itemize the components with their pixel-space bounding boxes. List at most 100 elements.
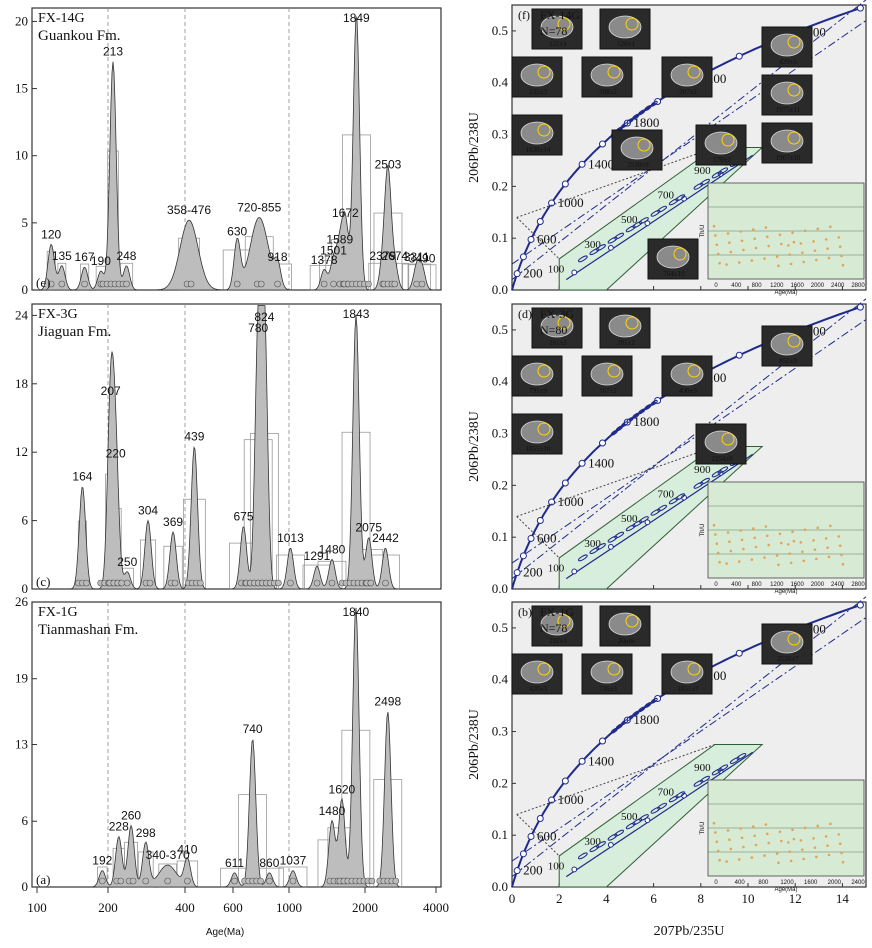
thu-point [729,250,733,254]
thu-point [840,553,843,557]
thu-point [763,257,766,260]
sample-dot [392,877,400,885]
age-marker [527,235,535,243]
thu-x-tick-label: 1200 [770,283,784,289]
peak-label: 340-370 [146,848,190,862]
concordia-age-label: 1800 [633,115,659,130]
thu-point [802,559,806,563]
thu-point [725,263,728,266]
inset-age-label: 700 [658,489,675,501]
thu-x-tick-label: 400 [731,283,742,289]
thu-point [753,834,756,838]
zircon-grain [590,660,624,684]
thu-point [716,252,720,256]
sample-dot [367,579,375,587]
thu-point [813,548,817,551]
data-ellipse [644,105,652,111]
sample-dot [117,877,125,885]
thu-point [837,833,841,836]
age-marker [856,303,864,311]
zircon-grain [620,136,654,160]
y-tick-label: 0.5 [492,23,508,38]
grain-age-label: 1851±7 [677,685,699,693]
spot-circle [787,632,801,646]
age-marker [513,867,521,875]
spot-circle [673,247,687,261]
thu-point [726,232,730,235]
data-ellipse [589,845,600,853]
cl-grain-image: 120±1 [599,8,651,50]
data-ellipse [638,109,646,116]
peak-label: 860 [259,856,279,870]
y-tick-label: 0.1 [492,827,508,842]
y-tick-label: 5 [22,215,29,230]
y-tick-label: 0.4 [492,672,509,687]
peak-label: 260 [121,809,141,823]
concordia-age-label: 600 [537,530,557,545]
data-ellipse [625,225,636,233]
cl-grain-image: 208±2 [581,56,633,98]
peak-label: 611 [225,856,244,870]
thu-point [803,826,807,830]
thu-point [712,224,716,228]
thu-x-tick-label: 2000 [828,880,842,886]
thu-point [742,547,745,551]
grain-age-label: 429±5 [779,58,797,66]
thu-x-tick-label: 2000 [811,582,825,588]
peak-label: 192 [92,854,112,868]
cl-grain-image: 2254±9 [695,423,747,465]
thu-point [716,551,720,555]
grain-age-label: 1838±14 [526,146,551,154]
thu-point [815,258,818,262]
age-marker [561,777,569,785]
thu-x-tick-label: 2400 [831,283,845,289]
concordia-age-label: 1000 [558,195,584,210]
data-ellipse [718,764,729,772]
thu-point [827,256,831,260]
concordia-age-label: 1400 [588,753,614,768]
data-ellipse [589,248,600,256]
zoom-guide-line [516,446,716,517]
peak-label: 164 [72,469,92,483]
thu-point [777,563,780,567]
sample-dot [47,280,55,288]
y-tick-label: 0.3 [492,426,508,441]
data-ellipse [650,100,658,107]
thu-point [777,264,780,268]
thu-point [725,562,728,565]
age-marker [735,649,743,657]
thu-point [753,237,756,241]
x-tick-label: 200 [98,900,118,915]
sample-dot [123,579,131,587]
thu-point [789,262,793,266]
y-axis-title: 206Pb/238U [467,411,482,482]
y-tick-label: 0.3 [492,724,508,739]
age-marker [856,601,864,609]
zircon-grain [520,63,554,87]
age-marker [519,253,527,261]
peak-label: 1843 [343,307,370,321]
data-ellipse [693,780,704,787]
formation-name: Jiaguan Fm. [38,324,111,340]
thu-point [812,240,815,243]
cl-grain-image: 20μm [599,605,651,647]
zircon-grain [590,362,624,386]
thu-point [726,531,730,534]
spot-circle [607,65,621,79]
concordia-age-label: 600 [537,231,557,246]
zoom-guide-line [516,217,560,260]
data-ellipse [632,221,643,229]
data-ellipse [632,818,643,826]
sample-dot [58,280,66,288]
peak-label: 358-476 [167,203,211,217]
sample-dot [81,280,88,288]
x-tick-label: 14 [836,891,850,906]
zircon-grain [520,362,554,386]
x-tick-label: 8 [698,891,705,906]
y-tick-label: 10 [15,148,28,163]
inset-age-marker [644,220,651,227]
spot-circle [787,131,801,145]
peak-label: 304 [138,504,158,518]
sample-dot [257,280,265,288]
thu-point [737,261,741,264]
